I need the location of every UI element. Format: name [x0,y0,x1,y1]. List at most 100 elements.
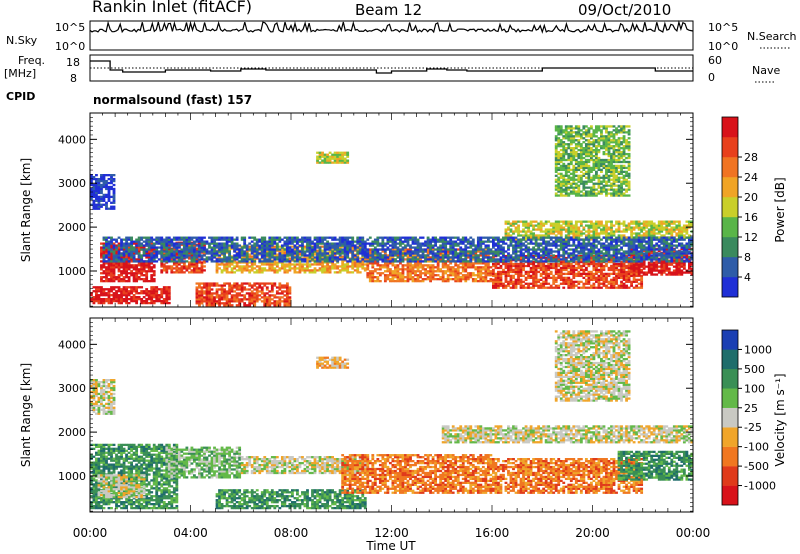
power-cell [157,288,161,291]
power-cell [298,265,302,268]
power-cell [391,276,395,279]
power-cell [127,250,131,253]
power-cell [373,260,377,263]
power-cell [574,268,578,272]
power-cell [285,292,289,295]
power-cell [660,230,664,233]
power-cell [238,250,242,253]
power-cell [308,265,312,268]
power-cell [587,262,591,266]
power-echo-region [102,236,694,263]
power-cell [193,271,196,274]
power-cell [270,298,274,301]
power-cell [105,246,108,249]
power-cell [265,260,269,263]
power-cell [577,282,581,285]
power-cell [122,276,126,279]
power-cell [341,236,345,239]
power-cell [404,276,407,279]
power-cell [150,252,154,255]
power-cell [125,260,128,263]
power-cell [228,271,231,274]
power-cell [584,234,588,237]
power-cell [539,256,543,260]
power-cell [145,299,149,303]
power-cell [549,228,553,231]
power-cell [579,264,583,268]
power-cell [172,271,176,274]
power-cell [348,244,352,247]
power-cell [223,238,226,241]
power-cell [95,298,98,301]
power-cell [120,280,123,283]
power-cell [509,268,513,272]
power-cell [509,260,513,264]
power-cell [421,278,425,281]
power-cell [326,248,329,251]
power-cell [306,242,309,245]
power-cell [198,290,201,293]
power-cell [200,238,204,241]
power-cell [497,282,500,285]
power-cell [411,276,415,279]
power-cell [549,270,553,274]
power-cell [278,302,282,305]
power-cell [589,284,593,287]
power-cell [620,284,623,287]
power-cell [220,298,224,301]
power-cell [331,260,335,263]
power-cell [353,246,357,249]
power-cell [208,252,211,255]
power-cell [187,250,191,253]
power-cell [255,244,259,247]
power-cell [665,247,669,251]
power-cell [519,278,523,281]
power-cell [248,242,252,245]
power-cell [539,274,543,278]
power-cell [451,274,455,277]
power-cell [253,248,257,251]
power-cell [404,250,407,253]
power-cell [198,284,201,287]
power-cell [278,252,282,255]
power-cell [225,260,229,263]
power-cell [640,222,644,225]
power-cell [670,230,674,233]
power-cell [456,266,460,269]
power-cell [411,264,415,267]
power-cell [456,248,460,251]
power-cell [650,230,654,233]
power-cell [471,264,475,267]
power-cell [622,234,626,237]
power-cell [230,300,234,303]
power-cell [170,269,174,272]
power-cell [346,248,350,251]
power-cell [205,296,209,299]
power-cell [502,284,505,287]
power-cell [454,274,458,277]
power-cell [401,278,405,281]
power-cell [240,252,244,255]
power-cell [602,278,606,281]
power-cell [640,226,644,229]
power-cell [270,302,274,305]
power-cell [569,286,573,289]
power-cell [100,250,103,253]
power-cell [527,272,530,276]
power-cell [203,298,206,301]
power-cell [316,246,319,249]
power-cell [607,274,611,278]
power-cell [572,268,576,272]
power-cell [243,252,247,255]
power-cell [647,220,651,223]
power-cell [514,220,518,223]
power-cell [338,238,342,241]
power-cell [117,264,121,267]
power-cell [597,220,601,223]
power-cell [228,300,231,303]
power-cell [615,280,618,283]
power-cell [140,286,144,289]
power-cell [589,286,593,289]
power-cell [198,298,201,301]
power-cell [529,230,533,233]
